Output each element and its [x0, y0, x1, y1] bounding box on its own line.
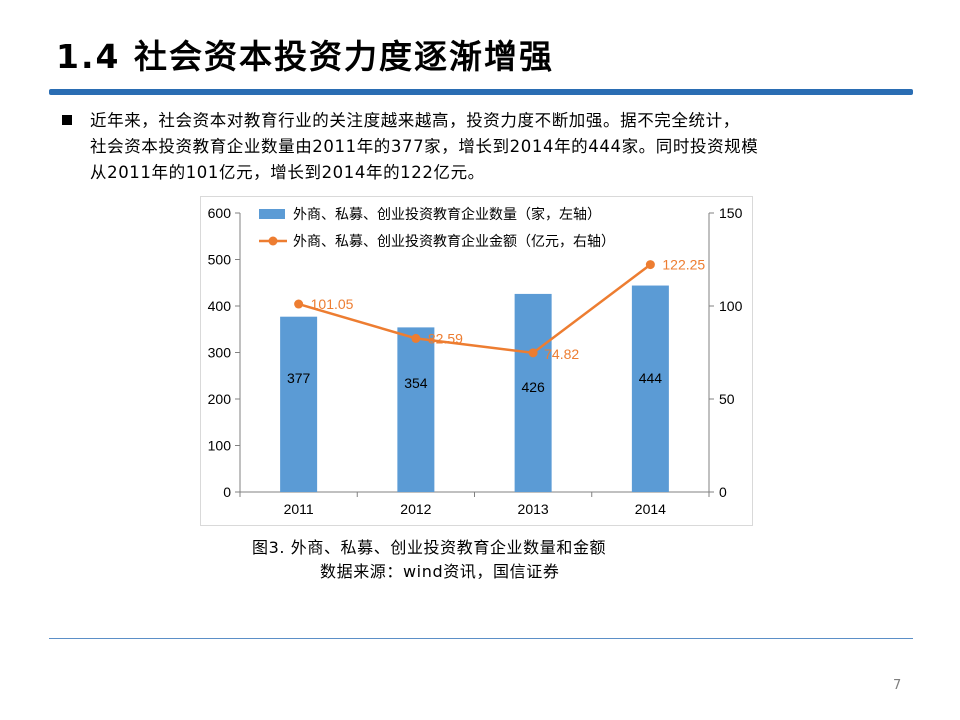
bar — [280, 316, 318, 492]
bar — [631, 285, 669, 492]
bullet-line-1: 近年来，社会资本对教育行业的关注度越来越高，投资力度不断加强。据不完全统计， — [90, 111, 740, 130]
right-tick-label: 0 — [719, 484, 727, 500]
bullet-line-3: 从2011年的101亿元，增长到2014年的122亿元。 — [90, 163, 485, 182]
bottom-rule — [49, 638, 913, 639]
line-point — [411, 333, 421, 343]
left-tick-label: 0 — [223, 484, 231, 500]
title-rule — [49, 89, 913, 95]
bar-data-label: 426 — [521, 379, 545, 395]
x-tick-label: 2014 — [635, 501, 666, 517]
figure-caption-block: 图3. 外商、私募、创业投资教育企业数量和金额 数据来源：wind资讯，国信证券 — [252, 536, 606, 584]
right-tick-label: 50 — [719, 391, 735, 407]
bullet-line-2: 社会资本投资教育企业数量由2011年的377家，增长到2014年的444家。同时… — [90, 137, 759, 156]
line-data-label: 122.25 — [662, 257, 705, 273]
slide-title: 1.4 社会资本投资力度逐渐增强 — [56, 37, 554, 76]
left-tick-label: 400 — [208, 298, 232, 314]
right-tick-label: 150 — [719, 205, 743, 221]
bullet-paragraph: 近年来，社会资本对教育行业的关注度越来越高，投资力度不断加强。据不完全统计， 社… — [62, 108, 902, 186]
right-tick-label: 100 — [719, 298, 743, 314]
chart-container: 0 100 200 300 400 500 600 0 50 100 150 2011 2012 2013… — [200, 196, 753, 526]
line-point — [528, 348, 538, 358]
data-source: 数据来源：wind资讯，国信证券 — [320, 562, 560, 581]
bar-data-label: 444 — [639, 370, 663, 386]
legend-line-marker — [268, 236, 278, 246]
legend-line-label: 外商、私募、创业投资教育企业金额（亿元，右轴） — [293, 233, 615, 249]
left-tick-label: 200 — [208, 391, 232, 407]
page-number: 7 — [893, 678, 902, 693]
left-tick-label: 100 — [208, 438, 232, 454]
x-tick-label: 2011 — [284, 501, 314, 517]
legend-bar-label: 外商、私募、创业投资教育企业数量（家，左轴） — [293, 206, 601, 222]
left-tick-label: 500 — [208, 252, 232, 268]
bar-data-label: 377 — [287, 370, 311, 386]
line-point — [645, 260, 655, 270]
figure-caption: 图3. 外商、私募、创业投资教育企业数量和金额 — [252, 538, 607, 557]
line-series-path — [298, 263, 652, 355]
left-tick-label: 300 — [208, 345, 232, 361]
x-tick-label: 2012 — [400, 501, 431, 517]
line-data-label: 74.82 — [544, 346, 579, 362]
square-bullet-icon — [62, 115, 72, 125]
bar — [514, 293, 552, 492]
line-data-label: 101.05 — [311, 296, 354, 312]
line-point — [294, 299, 304, 309]
bullet-text: 近年来，社会资本对教育行业的关注度越来越高，投资力度不断加强。据不完全统计， 社… — [90, 108, 902, 186]
line-data-label: 82.59 — [428, 330, 463, 346]
bar — [397, 327, 435, 492]
legend-bar-swatch — [259, 209, 285, 219]
x-tick-label: 2013 — [518, 501, 549, 517]
bar-data-label: 354 — [404, 375, 428, 391]
combo-chart: 0 100 200 300 400 500 600 0 50 100 150 2011 2012 2013… — [208, 205, 743, 517]
left-tick-label: 600 — [208, 205, 232, 221]
